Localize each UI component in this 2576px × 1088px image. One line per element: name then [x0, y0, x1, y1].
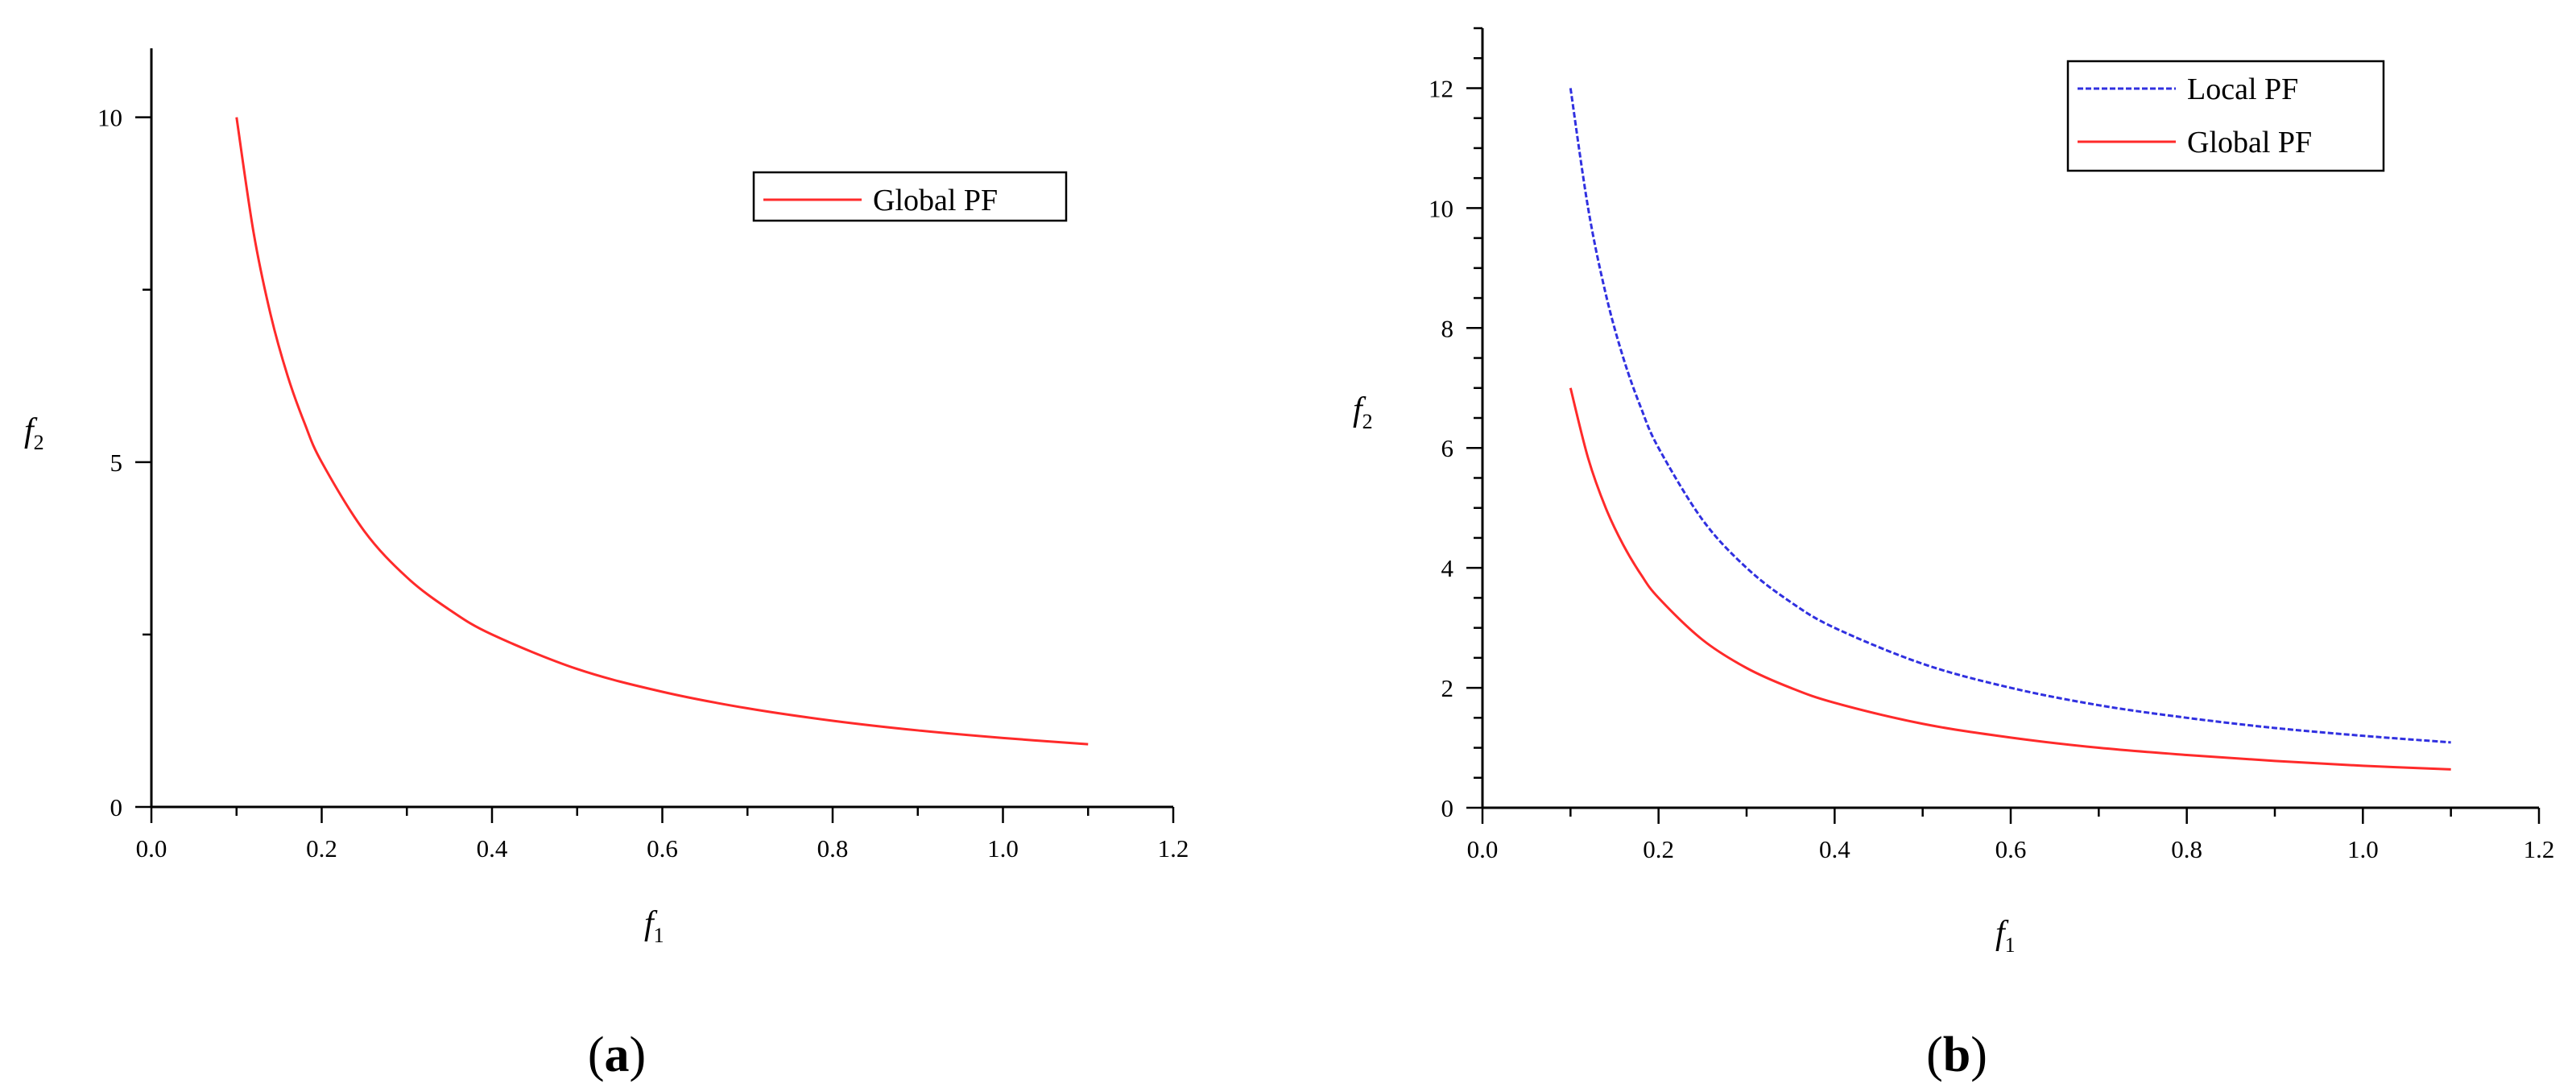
- x-tick-label: 0.6: [647, 834, 678, 863]
- y-axis-label: f2: [1353, 391, 1373, 433]
- legend-box: [752, 171, 1068, 222]
- x-tick-label: 1.0: [2347, 835, 2379, 863]
- legend-box: [2066, 60, 2385, 172]
- panel-label: (b): [1926, 1028, 1987, 1082]
- y-axis-label: f2: [24, 412, 44, 454]
- x-tick-label: 0.0: [136, 834, 167, 863]
- y-tick-label: 5: [110, 449, 123, 477]
- x-tick-label: 0.8: [2171, 835, 2202, 863]
- chart-panel-a: 0.0 0.2 0.4 0.6 0.8 1.0 1.2 0 5 10 f2 f1 Global PF (a…: [24, 48, 1189, 1082]
- y-tick-label: 10: [1429, 194, 1453, 222]
- legend-label: Local PF: [2187, 72, 2298, 106]
- x-tick-label: 0.6: [1995, 835, 2027, 863]
- legend-label: Global PF: [2187, 126, 2312, 159]
- x-tick-label: 1.2: [1158, 834, 1189, 863]
- panel-label: (a): [588, 1028, 646, 1082]
- series-line-local-pf: [1569, 88, 2451, 744]
- chart-panel-b: 0.0 0.2 0.4 0.6 0.8 1.0 1.2 0 2 4 6 8 10 12 f2 f1 Local …: [1353, 27, 2555, 1082]
- y-tick-label: 0: [1441, 794, 1454, 822]
- x-tick-label: 1.0: [987, 834, 1019, 863]
- x-tick-label: 0.8: [817, 834, 849, 863]
- y-tick-label: 4: [1441, 554, 1454, 582]
- x-tick-label: 0.0: [1467, 835, 1499, 863]
- x-axis-label: f1: [644, 905, 664, 947]
- legend: Local PF Global PF: [2066, 60, 2385, 172]
- legend-label: Global PF: [873, 184, 998, 217]
- series-line-global-pf: [235, 117, 1089, 746]
- x-tick-label: 1.2: [2524, 835, 2555, 863]
- x-axis-label: f1: [1995, 915, 2016, 957]
- x-tick-label: 0.4: [477, 834, 508, 863]
- y-tick-label: 0: [110, 793, 123, 821]
- y-tick-label: 12: [1429, 74, 1453, 102]
- y-tick-label: 10: [97, 104, 122, 132]
- x-tick-label: 0.2: [1643, 835, 1674, 863]
- x-tick-label: 0.2: [306, 834, 337, 863]
- legend: Global PF: [752, 171, 1068, 222]
- series-line-global-pf: [1569, 387, 2451, 771]
- y-tick-label: 2: [1441, 674, 1454, 702]
- y-tick-label: 6: [1441, 434, 1454, 462]
- y-tick-label: 8: [1441, 314, 1454, 342]
- x-tick-label: 0.4: [1819, 835, 1850, 863]
